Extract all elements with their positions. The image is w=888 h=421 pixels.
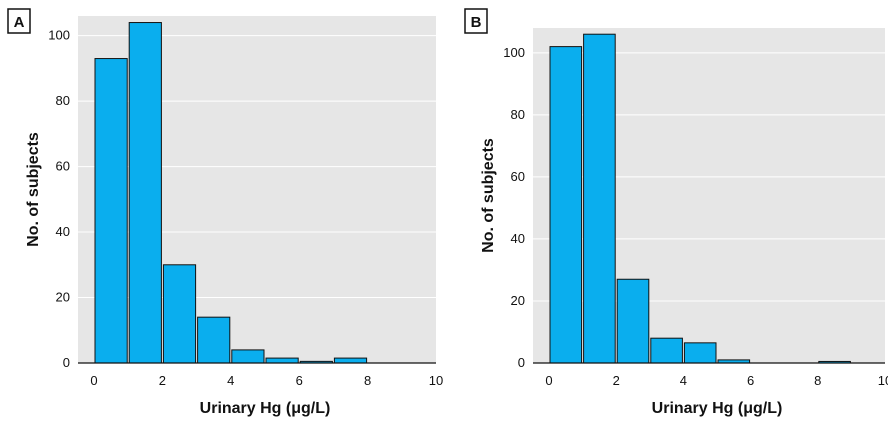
histogram-bar bbox=[333, 357, 368, 364]
panel-tag-box bbox=[464, 8, 488, 34]
x-axis-title: Urinary Hg (μg/L) bbox=[200, 400, 331, 417]
chart-panel-b: 0 20 40 60 80 100 0 2 4 6 8 10 Urinary Hg (μg/L) No. … bbox=[464, 8, 888, 417]
y-tick-label: 100 bbox=[503, 45, 525, 60]
histogram-bar bbox=[231, 349, 265, 364]
x-tick-label: 10 bbox=[429, 373, 443, 388]
histogram-bar bbox=[265, 357, 299, 364]
histogram-bar bbox=[197, 316, 231, 364]
y-tick-label: 100 bbox=[48, 28, 70, 43]
y-axis-title: No. of subjects bbox=[480, 138, 497, 253]
histogram-bar bbox=[683, 342, 717, 364]
y-tick-label: 0 bbox=[63, 355, 70, 370]
panel-tag-label: B bbox=[471, 14, 482, 31]
y-tick-label: 80 bbox=[56, 93, 70, 108]
y-tick-label: 80 bbox=[511, 107, 525, 122]
histogram-bar bbox=[616, 278, 650, 364]
x-tick-label: 6 bbox=[296, 373, 303, 388]
x-tick-label: 4 bbox=[227, 373, 234, 388]
histogram-bar bbox=[650, 337, 683, 364]
histogram-bar bbox=[549, 46, 583, 364]
y-tick-label: 40 bbox=[511, 231, 525, 246]
x-tick-label: 8 bbox=[814, 373, 821, 388]
x-tick-label: 10 bbox=[878, 373, 888, 388]
chart-panel-a: 0 20 40 60 80 100 0 2 4 6 8 10 Urinary Hg (μg/L) No. … bbox=[7, 8, 443, 417]
x-tick-label: 0 bbox=[545, 373, 552, 388]
x-tick-label: 4 bbox=[680, 373, 687, 388]
panel-tag-box bbox=[7, 8, 31, 34]
y-axis-title: No. of subjects bbox=[25, 132, 42, 247]
y-tick-label: 60 bbox=[56, 159, 70, 174]
x-tick-label: 0 bbox=[90, 373, 97, 388]
panel-tag-label: A bbox=[14, 14, 25, 31]
x-tick-label: 2 bbox=[613, 373, 620, 388]
y-tick-label: 20 bbox=[511, 293, 525, 308]
histogram-bar bbox=[162, 264, 197, 364]
histogram-bar bbox=[128, 22, 162, 364]
y-tick-label: 60 bbox=[511, 169, 525, 184]
y-tick-label: 20 bbox=[56, 290, 70, 305]
y-tick-label: 40 bbox=[56, 224, 70, 239]
y-tick-label: 0 bbox=[518, 355, 525, 370]
x-axis-title: Urinary Hg (μg/L) bbox=[652, 400, 783, 417]
x-tick-label: 2 bbox=[159, 373, 166, 388]
histogram-bar bbox=[583, 33, 616, 364]
histogram-bar bbox=[94, 58, 128, 364]
x-tick-label: 8 bbox=[364, 373, 371, 388]
x-tick-label: 6 bbox=[747, 373, 754, 388]
